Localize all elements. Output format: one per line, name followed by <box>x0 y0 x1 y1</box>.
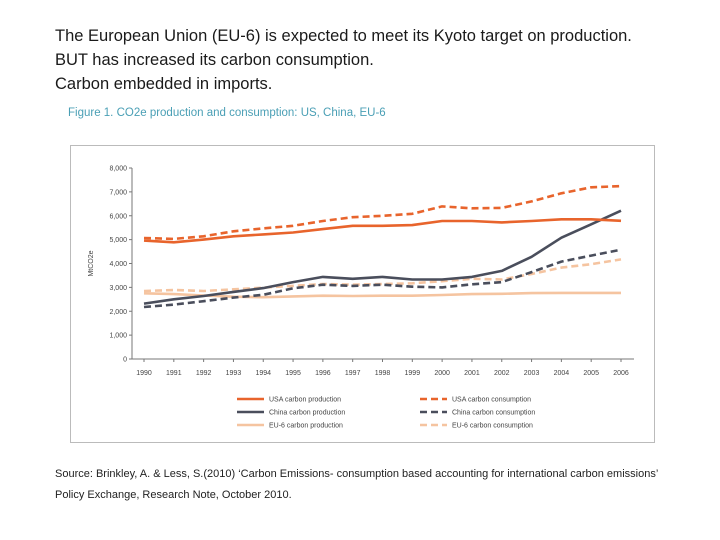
x-tick-label: 2004 <box>554 370 570 377</box>
y-tick-label: 3,000 <box>109 285 127 292</box>
x-tick-label: 2001 <box>464 370 480 377</box>
y-tick-label: 0 <box>123 357 127 364</box>
x-tick-label: 1993 <box>226 370 242 377</box>
figure-title: Figure 1. CO2e production and consumptio… <box>68 107 386 119</box>
slide-heading: The European Union (EU-6) is expected to… <box>55 24 632 96</box>
legend-label: USA carbon production <box>269 397 341 404</box>
x-tick-label: 2005 <box>583 370 599 377</box>
x-tick-label: 1995 <box>285 370 301 377</box>
y-tick-label: 1,000 <box>109 333 127 340</box>
legend-label: USA carbon consumption <box>452 397 531 404</box>
legend-label: China carbon consumption <box>452 410 535 417</box>
legend-label: EU-6 carbon consumption <box>452 423 533 430</box>
y-tick-label: 6,000 <box>109 213 127 220</box>
series-line-china-carbon-consumption <box>143 248 622 309</box>
source-citation: Source: Brinkley, A. & Less, S.(2010) ‘C… <box>55 468 658 501</box>
x-tick-label: 2000 <box>434 370 450 377</box>
heading-line-3: Carbon embedded in imports. <box>55 75 273 93</box>
heading-line-1: The European Union (EU-6) is expected to… <box>55 27 632 45</box>
series-line-eu-6-carbon-consumption <box>143 258 622 293</box>
y-tick-label: 7,000 <box>109 189 127 196</box>
x-tick-label: 1994 <box>255 370 271 377</box>
x-tick-label: 1992 <box>196 370 212 377</box>
x-tick-label: 1997 <box>345 370 361 377</box>
legend-label: EU-6 carbon production <box>269 423 343 430</box>
heading-line-2: BUT has increased its carbon consumption… <box>55 51 374 69</box>
y-axis-label: MtCO2e <box>88 250 95 276</box>
x-tick-label: 2006 <box>613 370 629 377</box>
x-tick-label: 1996 <box>315 370 331 377</box>
y-tick-label: 2,000 <box>109 309 127 316</box>
legend-label: China carbon production <box>269 410 345 417</box>
chart-frame <box>70 145 655 443</box>
x-tick-label: 1999 <box>405 370 421 377</box>
series-line-usa-carbon-consumption <box>143 184 622 241</box>
y-tick-label: 8,000 <box>109 166 127 173</box>
x-tick-label: 2002 <box>494 370 510 377</box>
y-tick-label: 4,000 <box>109 261 127 268</box>
x-tick-label: 1990 <box>136 370 152 377</box>
x-tick-label: 1998 <box>375 370 391 377</box>
y-tick-label: 5,000 <box>109 237 127 244</box>
x-tick-label: 1991 <box>166 370 182 377</box>
x-tick-label: 2003 <box>524 370 540 377</box>
series-line-eu-6-carbon-production <box>143 291 621 299</box>
series-line-china-carbon-production <box>143 209 622 305</box>
series-line-usa-carbon-production <box>143 218 622 244</box>
